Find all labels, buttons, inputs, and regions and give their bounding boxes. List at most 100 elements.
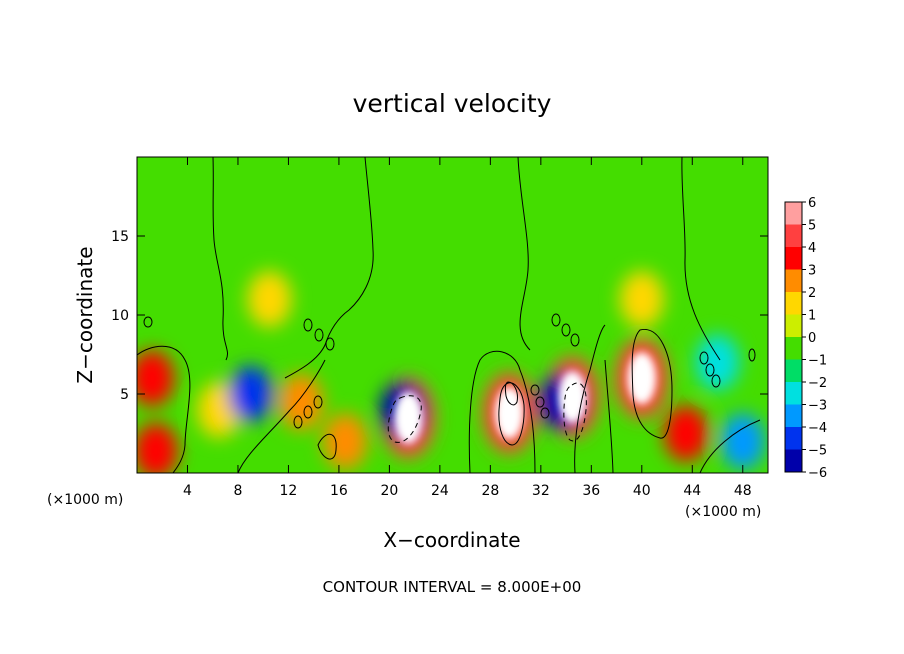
contour-small-12 [540,407,550,419]
x-tick-label-12: 12 [280,483,298,499]
chart-title: vertical velocity [353,89,552,118]
contour-small-2 [314,328,324,342]
colorbar-label-13: −6 [808,466,827,481]
colorbar-segment-1 [785,202,802,225]
field-blob-5 [247,271,292,328]
contour-zero-4 [681,157,721,361]
plot-background [137,157,768,473]
contour-small-6 [313,395,323,409]
contour-small-10 [530,384,540,396]
colorbar: 6 5 4 3 2 1 0 −1 −2 −3 −4 −5 −6 [784,196,827,481]
field-blob-1 [137,350,175,407]
contour-small-17 [748,348,756,362]
field-core-13 [627,352,657,405]
colorbar-label-11: −4 [808,421,827,436]
contour-small-5 [303,405,313,419]
contour-pos-2 [498,382,525,446]
colorbar-segment-10 [785,404,802,427]
colorbar-label-8: −1 [808,354,827,369]
field-core-8 [394,391,423,444]
contour-zero-10 [699,419,761,473]
field-blob-4 [228,366,273,422]
contour-interval-note: CONTOUR INTERVAL = 8.000E+00 [323,578,582,596]
colorbar-label-10: −3 [808,399,827,414]
contour-zero-3 [517,157,531,351]
x-tick-label-24: 24 [431,483,449,499]
contour-small-11 [535,396,545,408]
colorbar-label-2: 5 [808,219,816,234]
contour-zero-6 [237,359,326,473]
contour-small-18 [317,433,337,460]
contour-small-13 [699,351,709,365]
colorbar-label-12: −5 [808,444,827,459]
x-tick-label-8: 8 [233,483,242,499]
x-tick-label-40: 40 [633,483,651,499]
colorbar-segment-7 [785,337,802,360]
x-unit-right: (×1000 m) [685,504,761,520]
contour-small-9 [570,333,580,347]
field-blob-15 [663,405,708,462]
colorbar-segment-11 [785,427,802,450]
x-tick-label-36: 36 [582,483,600,499]
colorbar-label-1: 6 [808,196,816,211]
y-axis-label: Z−coordinate [73,246,97,383]
contour-pos-1 [631,329,673,439]
contour-small-4 [293,415,303,429]
field-blob-14 [619,271,664,328]
colorbar-label-4: 3 [808,264,816,279]
contour-lines [137,157,761,473]
colorbar-segment-4 [785,269,802,292]
y-tick-label-15: 15 [111,229,129,245]
field-blob-17 [720,413,765,470]
contour-zero-8 [574,324,606,473]
field-blob-2 [137,422,178,473]
x-axis-label: X−coordinate [383,528,520,552]
contour-small-14 [705,363,715,377]
field-blob-6 [279,373,324,430]
contour-neg-2 [563,382,587,442]
contour-small-8 [561,323,571,337]
x-tick-label-16: 16 [330,483,348,499]
x-tick-label-48: 48 [734,483,752,499]
colorbar-segment-8 [785,359,802,382]
plot-area [137,157,768,473]
contour-small-1 [303,318,313,332]
colorbar-label-5: 2 [808,286,816,301]
x-unit-left: (×1000 m) [47,492,123,508]
colorbar-segment-12 [785,449,802,472]
colorbar-label-3: 4 [808,241,816,256]
colorbar-segment-2 [785,224,802,247]
y-tick-label-5: 5 [120,387,129,403]
field-blob-7 [323,413,368,470]
field-core-10 [494,386,524,439]
x-tick-label-20: 20 [380,483,398,499]
contour-zero-2 [284,157,374,379]
contour-small-3 [325,337,335,351]
colorbar-label-6: 1 [808,309,816,324]
y-tick-label-10: 10 [111,308,129,324]
x-tick-label-28: 28 [481,483,499,499]
contour-zero-5 [137,345,191,473]
velocity-cores [394,352,657,444]
colorbar-segment-9 [785,382,802,405]
contour-small-15 [711,374,721,388]
x-tick-label-44: 44 [683,483,701,499]
contour-small-16 [143,316,153,328]
x-axis-ticks: 4 8 12 16 20 24 28 32 36 40 44 48 [183,157,752,499]
contour-pos-3 [504,381,518,406]
contour-small-7 [551,313,561,327]
field-blob-16 [695,334,740,391]
y-axis-ticks: 5 10 15 [111,229,768,403]
contour-zero-9 [604,359,614,473]
x-tick-label-32: 32 [532,483,550,499]
contour-zero-7 [468,350,536,473]
contour-zero-1 [212,157,228,361]
contour-neg-1 [387,395,422,443]
x-tick-label-4: 4 [183,483,192,499]
colorbar-label-7: 0 [808,331,816,346]
colorbar-segment-5 [785,292,802,315]
colorbar-segment-6 [785,314,802,337]
colorbar-label-9: −2 [808,376,827,391]
colorbar-segment-3 [785,247,802,270]
